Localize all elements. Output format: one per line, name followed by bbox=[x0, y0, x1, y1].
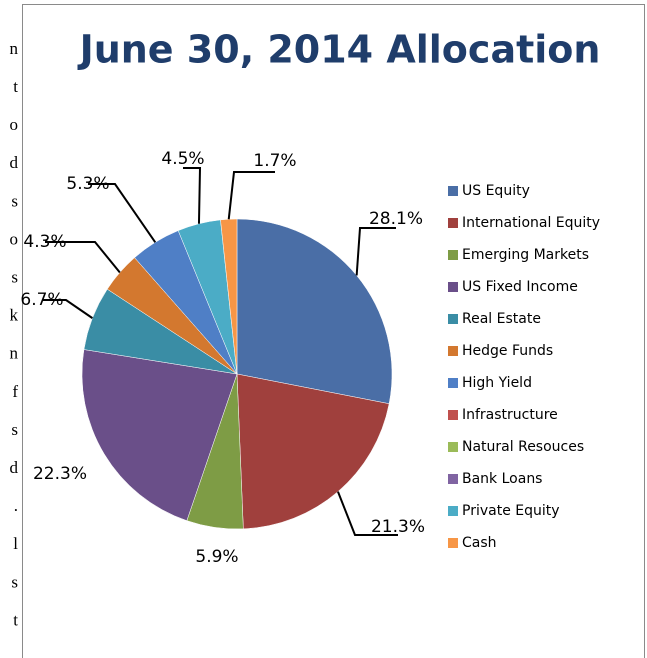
side-text: o bbox=[10, 115, 19, 134]
pie-slice bbox=[220, 218, 238, 375]
legend-label: Private Equity bbox=[462, 503, 560, 519]
side-text: s bbox=[11, 268, 18, 287]
legend-label: Real Estate bbox=[462, 311, 541, 327]
side-text: n bbox=[10, 344, 19, 363]
side-text: o bbox=[10, 229, 19, 248]
leader-line bbox=[45, 241, 121, 274]
legend-swatch bbox=[448, 282, 458, 292]
leader-line bbox=[42, 299, 93, 319]
side-text: d bbox=[10, 153, 19, 172]
legend-label: US Fixed Income bbox=[462, 279, 578, 295]
leader-line bbox=[183, 167, 202, 224]
leader-line bbox=[355, 227, 396, 276]
data-label: 5.3% bbox=[66, 174, 109, 194]
legend-label: Emerging Markets bbox=[462, 247, 589, 263]
data-label: 21.3% bbox=[371, 517, 425, 537]
legend-swatch bbox=[448, 442, 458, 452]
legend-swatch bbox=[448, 410, 458, 420]
legend-swatch bbox=[448, 314, 458, 324]
side-text: t bbox=[13, 77, 18, 96]
data-label: 22.3% bbox=[33, 464, 87, 484]
side-text: t bbox=[13, 610, 18, 629]
legend-swatch bbox=[448, 474, 458, 484]
side-text: k bbox=[10, 306, 19, 325]
side-text: l bbox=[13, 534, 18, 553]
pie-slice bbox=[236, 218, 393, 405]
legend-label: Infrastructure bbox=[462, 407, 558, 423]
side-text: d bbox=[10, 458, 19, 477]
legend-swatch bbox=[448, 218, 458, 228]
leader-line bbox=[88, 183, 157, 243]
data-label: 6.7% bbox=[20, 290, 63, 310]
legend-label: Cash bbox=[462, 535, 497, 551]
leader-line bbox=[227, 171, 275, 220]
legend-swatch bbox=[448, 346, 458, 356]
side-text: s bbox=[11, 572, 18, 591]
data-label: 4.3% bbox=[23, 232, 66, 252]
legend-label: International Equity bbox=[462, 215, 600, 231]
pie-slice bbox=[81, 349, 238, 521]
side-text: . bbox=[14, 496, 18, 515]
leader-line bbox=[337, 491, 398, 536]
data-label: 1.7% bbox=[253, 151, 296, 171]
legend-label: High Yield bbox=[462, 375, 532, 391]
legend-swatch bbox=[448, 186, 458, 196]
side-text: f bbox=[12, 382, 18, 401]
side-text: s bbox=[11, 420, 18, 439]
legend-label: Bank Loans bbox=[462, 471, 542, 487]
legend-label: Hedge Funds bbox=[462, 343, 553, 359]
legend-swatch bbox=[448, 378, 458, 388]
legend-swatch bbox=[448, 506, 458, 516]
legend-swatch bbox=[448, 538, 458, 548]
side-text: n bbox=[10, 39, 19, 58]
side-text: s bbox=[11, 191, 18, 210]
chart-frame bbox=[22, 4, 645, 658]
data-label: 28.1% bbox=[369, 209, 423, 229]
legend-swatch bbox=[448, 250, 458, 260]
legend-label: Natural Resouces bbox=[462, 439, 584, 455]
data-label: 4.5% bbox=[161, 149, 204, 169]
chart-title: June 30, 2014 Allocation bbox=[77, 28, 601, 72]
legend-label: US Equity bbox=[462, 183, 530, 199]
data-label: 5.9% bbox=[195, 547, 238, 567]
